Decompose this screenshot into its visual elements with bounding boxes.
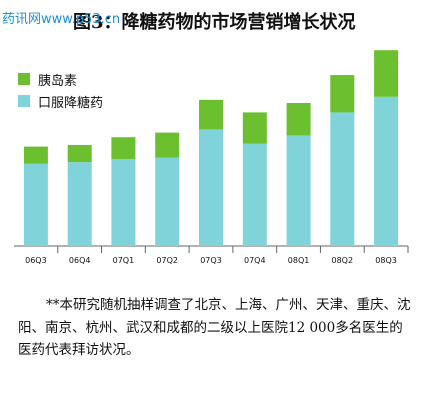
footnote: **本研究随机抽样调查了北京、上海、广州、天津、重庆、沈阳、南京、杭州、武汉和成…	[18, 297, 411, 358]
bar-oral-08Q1	[286, 135, 311, 246]
legend-item-insulin: 胰岛素	[18, 68, 103, 90]
chart-title: 图3：降糖药物的市场营销增长状况	[73, 12, 356, 33]
x-tick-label: 07Q3	[200, 256, 222, 265]
x-tick-label: 08Q3	[375, 256, 397, 265]
bar-insulin-07Q2	[155, 132, 180, 158]
bar-insulin-07Q1	[111, 137, 136, 159]
x-tick-label: 06Q3	[25, 256, 47, 265]
bar-oral-08Q2	[330, 112, 355, 247]
bar-oral-08Q3	[374, 96, 399, 246]
x-tick-label: 07Q2	[156, 256, 178, 265]
bar-oral-06Q4	[67, 162, 92, 246]
legend-item-oral: 口服降糖药	[18, 90, 103, 112]
bar-insulin-07Q3	[199, 99, 223, 130]
bar-insulin-08Q1	[286, 103, 311, 136]
legend: 胰岛素 口服降糖药	[18, 68, 103, 112]
bar-insulin-06Q4	[67, 145, 92, 163]
x-tick-label: 06Q4	[69, 256, 91, 265]
watermark: 药讯网www.p53.cn	[2, 12, 121, 27]
bar-insulin-07Q4	[242, 112, 267, 144]
legend-swatch-insulin	[18, 73, 30, 85]
x-tick-label: 07Q1	[113, 256, 135, 265]
legend-swatch-oral	[18, 95, 30, 107]
bar-insulin-08Q3	[374, 50, 399, 97]
bar-chart: 06Q3 06Q4 07Q1 07Q2 07Q3 07Q4 08Q1 08Q2 08Q3	[14, 50, 409, 265]
legend-label-oral: 口服降糖药	[38, 95, 104, 111]
legend-label-insulin: 胰岛素	[38, 73, 78, 89]
bar-oral-07Q1	[111, 159, 136, 246]
bar-oral-07Q2	[155, 157, 180, 246]
bar-oral-07Q3	[199, 129, 223, 246]
bar-insulin-08Q2	[330, 75, 355, 113]
bar-oral-06Q3	[23, 163, 48, 246]
x-tick-label: 08Q2	[332, 256, 354, 265]
x-tick-label: 08Q1	[288, 256, 310, 265]
x-tick-label: 07Q4	[244, 256, 266, 265]
bar-insulin-06Q3	[23, 146, 48, 164]
bar-oral-07Q4	[242, 143, 267, 246]
